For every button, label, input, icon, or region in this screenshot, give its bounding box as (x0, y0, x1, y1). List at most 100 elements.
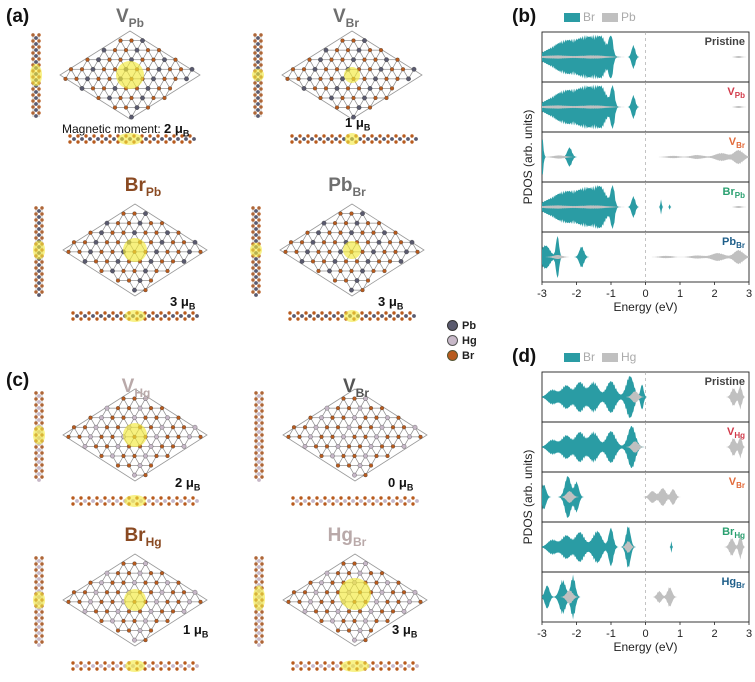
side-spin-density (252, 68, 264, 82)
row-title: VBr (729, 136, 745, 150)
pdos-row-vhg: VHg (541, 421, 750, 473)
side-view-vertical (33, 391, 45, 482)
x-tick-label: -1 (606, 628, 616, 640)
x-tick-label: -3 (537, 628, 547, 640)
supercell-outline (282, 553, 428, 647)
x-axis: -3 -2 -1 0 1 2 3 Energy (eV) (537, 282, 752, 314)
pdos-row-vpb: VPb (541, 81, 750, 133)
legend-swatch-br (564, 13, 580, 22)
x-tick-label: 1 (677, 628, 683, 640)
row-title: PbBr (722, 236, 745, 250)
magnetic-moment-v-br-hg: 0 μB (388, 475, 414, 493)
side-view-vertical (33, 206, 45, 297)
side-spin-density (250, 242, 262, 258)
side-spin-density (124, 495, 146, 507)
supercell-outline (282, 388, 428, 482)
defect-label-br-pb: BrPb (124, 175, 162, 199)
side-view-vertical (250, 206, 262, 297)
structure-pb-br (250, 203, 425, 322)
metal-pdos-area (542, 384, 749, 410)
spin-density (123, 238, 147, 262)
atoms (63, 38, 195, 120)
legend-swatch-2 (602, 13, 618, 22)
magnetic-moment-br-hg: 1 μB (183, 622, 209, 640)
supercell-outline (62, 553, 208, 647)
row-title: VHg (727, 426, 745, 440)
chart-legend: Br Pb (564, 10, 636, 24)
side-spin-density (340, 660, 370, 672)
magnetic-moment-v-pb: Magnetic moment: 2 μB (62, 121, 190, 139)
supercell-outline (62, 388, 208, 482)
br-pdos-area (542, 526, 749, 568)
structure-v-br (252, 30, 423, 145)
x-axis: -3 -2 -1 0 1 2 3 Energy (eV) (537, 622, 752, 654)
atom-legend-item-br: Br (447, 348, 507, 363)
side-spin-density (33, 240, 45, 260)
panel-label-a: (a) (6, 6, 30, 27)
structure-v-pb (30, 30, 201, 145)
br-pdos-area (542, 84, 749, 130)
x-axis-label: Energy (eV) (613, 640, 677, 654)
pdos-row-pbbr: PbBr (541, 231, 750, 283)
row-title: Pristine (705, 36, 745, 48)
side-view-vertical (30, 33, 42, 118)
row-title: BrHg (722, 526, 745, 540)
side-view-horizontal (71, 310, 199, 322)
atoms (286, 396, 423, 478)
magnetic-moment-br-pb: 3 μB (170, 294, 196, 312)
side-spin-density (343, 310, 361, 322)
side-spin-density (30, 63, 42, 87)
legend-label-2: Hg (621, 350, 636, 364)
defect-label-v-br-hg: VBr (342, 376, 370, 400)
legend-label-br: Br (583, 10, 595, 24)
side-spin-density (33, 591, 45, 609)
magnetic-moment-hg-br: 3 μB (392, 622, 418, 640)
metal-pdos-area (542, 205, 749, 209)
spin-density (339, 578, 371, 610)
side-view-vertical (254, 391, 264, 482)
atomic-structures-canvas (30, 30, 428, 672)
structure-br-pb (33, 203, 208, 322)
br-pdos-area (542, 236, 749, 278)
metal-pdos-area (542, 435, 749, 459)
pdos-row-brhg: BrHg (541, 521, 750, 573)
x-tick-label: 2 (711, 628, 717, 640)
side-spin-density (344, 133, 360, 145)
x-tick-label: 0 (642, 628, 648, 640)
x-tick-label: 3 (746, 628, 752, 640)
pdos-row-vbr: VBr (541, 131, 750, 183)
y-axis-label: PDOS (arb. units) (521, 110, 535, 205)
y-axis-label: PDOS (arb. units) (521, 450, 535, 545)
side-spin-density (33, 425, 45, 445)
pdos-row-hgbr: HgBr (541, 571, 750, 623)
x-tick-label: 3 (746, 288, 752, 300)
magnetic-moment-v-hg: 2 μB (175, 475, 201, 493)
row-title: BrPb (723, 186, 746, 200)
pdos-row-pristine: Pristine (541, 371, 750, 423)
legend-label-br: Br (583, 350, 595, 364)
side-view-vertical (33, 556, 45, 647)
pdos-row-pristine: Pristine (541, 31, 750, 83)
side-spin-density (117, 133, 143, 145)
br-atom-icon (447, 350, 458, 361)
row-title: Pristine (705, 376, 745, 388)
panel-label: (d) (512, 346, 536, 367)
defect-label-v-hg: VHg (121, 376, 151, 400)
x-tick-label: -2 (572, 628, 582, 640)
row-title: VPb (727, 86, 745, 100)
supercell-outline (59, 30, 201, 120)
atom-legend-item-hg: Hg (447, 333, 507, 348)
atom-legend: Pb Hg Br (447, 318, 507, 363)
metal-pdos-area (542, 105, 749, 109)
side-view-horizontal (290, 133, 418, 145)
panel-label-c: (c) (6, 370, 30, 391)
side-view-horizontal (71, 660, 199, 672)
metal-pdos-area (542, 149, 749, 165)
pdos-chart-b: Br Pb Pristine VPb VBr BrPb PbBr -3 -2 -1 0 1 2 3Ener… (512, 6, 752, 314)
br-pdos-area (542, 184, 749, 230)
pdos-row-brpb: BrPb (541, 181, 750, 233)
metal-pdos-area (542, 488, 749, 506)
row-title: HgBr (721, 576, 745, 590)
pdos-row-vbr: VBr (541, 471, 750, 523)
